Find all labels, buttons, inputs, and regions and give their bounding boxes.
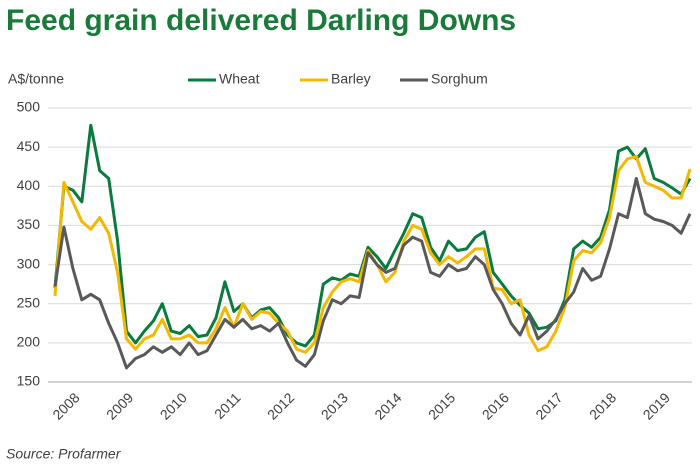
y-tick-label: 450: [17, 138, 41, 154]
source-note: Source: Profarmer: [6, 446, 122, 462]
x-tick-label: 2014: [371, 389, 404, 422]
legend-label: Wheat: [219, 71, 260, 87]
x-tick-label: 2008: [49, 389, 82, 422]
y-tick-label: 400: [17, 177, 41, 193]
chart-title: Feed grain delivered Darling Downs: [6, 4, 516, 37]
y-tick-label: 150: [17, 373, 41, 389]
x-tick-label: 2017: [532, 389, 565, 422]
x-tick-label: 2018: [586, 389, 619, 422]
x-tick-label: 2016: [479, 389, 512, 422]
series-line: [53, 177, 692, 370]
x-tick-label: 2013: [318, 389, 351, 422]
y-axis-label: A$/tonne: [8, 71, 64, 87]
x-tick-label: 2011: [211, 389, 244, 422]
y-tick-label: 500: [17, 99, 41, 115]
legend-label: Barley: [331, 71, 371, 87]
x-tick-label: 2015: [425, 389, 458, 422]
y-tick-label: 300: [17, 255, 41, 271]
x-tick-label: 2009: [103, 389, 136, 422]
x-tick-label: 2012: [264, 389, 297, 422]
series-line: [53, 123, 692, 348]
x-tick-label: 2019: [640, 389, 673, 422]
legend-label: Sorghum: [431, 71, 488, 87]
y-tick-label: 250: [17, 294, 41, 310]
x-tick-label: 2010: [157, 389, 190, 422]
y-tick-label: 200: [17, 334, 41, 350]
y-tick-label: 350: [17, 216, 41, 232]
